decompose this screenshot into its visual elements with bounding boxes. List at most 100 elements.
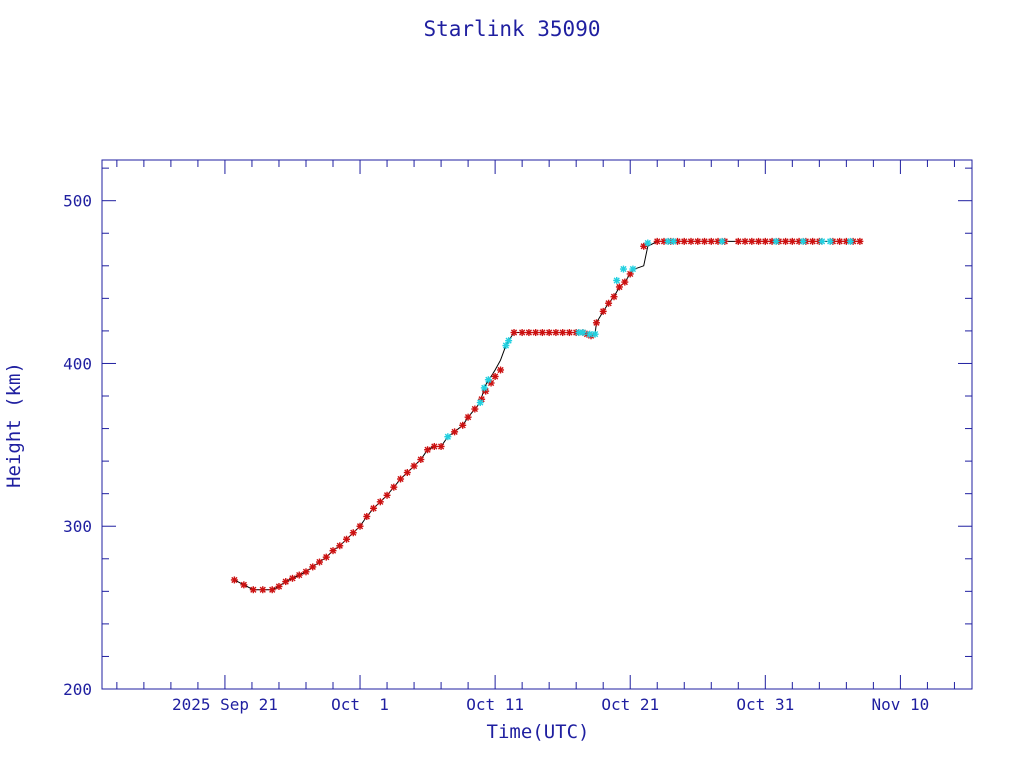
red-data-point bbox=[410, 462, 418, 470]
y-axis-label: Height (km) bbox=[3, 362, 25, 488]
red-data-point bbox=[336, 542, 344, 550]
red-data-point bbox=[748, 237, 756, 245]
cyan-data-point bbox=[444, 433, 452, 441]
cyan-data-point bbox=[818, 237, 826, 245]
red-data-point bbox=[249, 586, 257, 594]
red-data-point bbox=[592, 319, 600, 327]
red-data-point bbox=[268, 586, 276, 594]
x-tick-label: Oct 11 bbox=[466, 695, 524, 714]
red-data-point bbox=[240, 581, 248, 589]
x-tick-label: Oct 21 bbox=[601, 695, 659, 714]
cyan-data-point bbox=[480, 384, 488, 392]
cyan-data-point bbox=[644, 239, 652, 247]
red-data-point bbox=[349, 529, 357, 537]
red-data-point bbox=[282, 578, 290, 586]
red-data-point bbox=[510, 329, 518, 337]
y-tick-label: 500 bbox=[63, 192, 92, 211]
y-tick-label: 300 bbox=[63, 517, 92, 536]
red-data-point bbox=[565, 329, 573, 337]
red-data-point bbox=[383, 491, 391, 499]
chart-title: Starlink 35090 bbox=[423, 17, 600, 41]
cyan-data-point bbox=[629, 265, 637, 273]
red-data-point bbox=[451, 428, 459, 436]
red-data-point bbox=[741, 237, 749, 245]
cyan-data-point bbox=[826, 237, 834, 245]
red-data-point bbox=[680, 237, 688, 245]
red-data-point bbox=[471, 405, 479, 413]
red-data-point bbox=[417, 455, 425, 463]
cyan-data-point bbox=[669, 237, 677, 245]
red-data-point bbox=[397, 475, 405, 483]
red-data-point bbox=[322, 553, 330, 561]
red-data-point bbox=[761, 237, 769, 245]
red-data-point bbox=[640, 242, 648, 250]
red-data-point bbox=[552, 329, 560, 337]
cyan-data-point bbox=[591, 330, 599, 338]
cyan-data-point bbox=[846, 237, 854, 245]
cyan-data-point bbox=[799, 237, 807, 245]
red-data-point bbox=[459, 421, 467, 429]
red-data-point bbox=[615, 283, 623, 291]
cyan-data-point bbox=[718, 237, 726, 245]
red-data-point bbox=[605, 299, 613, 307]
axis-ticks bbox=[102, 160, 972, 690]
red-data-point bbox=[610, 293, 618, 301]
red-data-point bbox=[275, 582, 283, 590]
red-data-point bbox=[559, 329, 567, 337]
red-data-point bbox=[363, 512, 371, 520]
axis-tick-labels: 200 300 400 500 2025 Sep 21 Oct 1 Oct 11 Oct 21… bbox=[63, 192, 929, 714]
red-data-point bbox=[545, 329, 553, 337]
red-data-point bbox=[701, 237, 709, 245]
red-data-point bbox=[687, 237, 695, 245]
red-data-point bbox=[356, 522, 364, 530]
cyan-data-point bbox=[772, 237, 780, 245]
y-tick-label: 200 bbox=[63, 680, 92, 699]
red-data-point bbox=[376, 498, 384, 506]
red-data-point bbox=[836, 237, 844, 245]
cyan-data-point bbox=[579, 329, 587, 337]
red-data-point bbox=[430, 442, 438, 450]
red-data-point bbox=[538, 329, 546, 337]
red-data-point bbox=[464, 413, 472, 421]
red-data-point bbox=[491, 372, 499, 380]
red-data-point bbox=[309, 563, 317, 571]
red-data-point bbox=[653, 237, 661, 245]
y-tick-label: 400 bbox=[63, 354, 92, 373]
red-data-point bbox=[707, 237, 715, 245]
x-tick-label: 2025 Sep 21 bbox=[172, 695, 278, 714]
red-data-point bbox=[694, 237, 702, 245]
x-tick-label: Oct 31 bbox=[736, 695, 794, 714]
red-data-point bbox=[621, 278, 629, 286]
red-data-point bbox=[230, 576, 238, 584]
red-data-point bbox=[856, 237, 864, 245]
x-tick-label: Nov 10 bbox=[872, 695, 930, 714]
data-markers bbox=[230, 237, 864, 594]
red-data-point bbox=[437, 442, 445, 450]
red-data-point bbox=[599, 307, 607, 315]
red-data-point bbox=[788, 237, 796, 245]
red-data-point bbox=[518, 329, 526, 337]
red-data-point bbox=[370, 504, 378, 512]
cyan-data-point bbox=[619, 265, 627, 273]
red-data-point bbox=[525, 329, 533, 337]
red-data-point bbox=[302, 568, 310, 576]
red-data-point bbox=[390, 483, 398, 491]
red-data-point bbox=[782, 237, 790, 245]
red-data-point bbox=[288, 574, 296, 582]
red-data-point bbox=[532, 329, 540, 337]
red-data-point bbox=[403, 469, 411, 477]
cyan-data-point bbox=[505, 337, 513, 345]
red-data-point bbox=[755, 237, 763, 245]
red-data-point bbox=[497, 366, 505, 374]
red-data-point bbox=[424, 446, 432, 454]
red-data-point bbox=[259, 586, 267, 594]
red-data-point bbox=[734, 237, 742, 245]
red-data-point bbox=[316, 558, 323, 566]
x-tick-label: Oct 1 bbox=[331, 695, 389, 714]
red-data-point bbox=[295, 571, 303, 579]
cyan-data-point bbox=[502, 342, 510, 350]
red-data-point bbox=[809, 237, 817, 245]
red-data-point bbox=[626, 270, 634, 278]
cyan-data-point bbox=[484, 376, 492, 384]
cyan-data-point bbox=[476, 399, 484, 407]
